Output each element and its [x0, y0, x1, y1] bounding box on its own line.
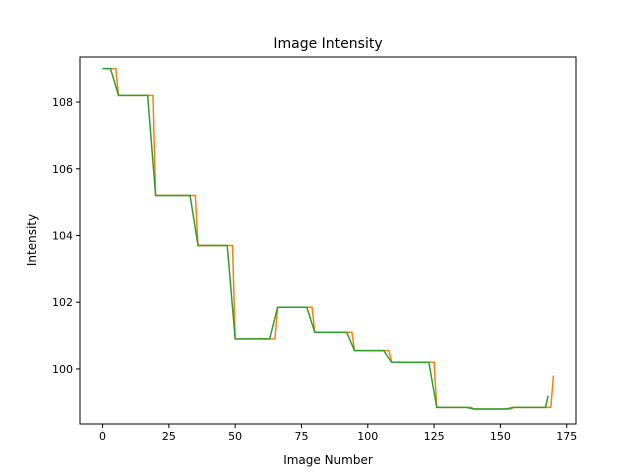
x-tick-label: 50 — [228, 430, 242, 443]
y-axis-label: Intensity — [25, 214, 39, 266]
x-tick-label: 75 — [294, 430, 308, 443]
plot-area — [79, 56, 577, 425]
chart-title: Image Intensity — [273, 36, 382, 52]
x-tick-label: 0 — [99, 430, 106, 443]
x-tick-label: 175 — [556, 430, 577, 443]
plot-background — [80, 57, 576, 424]
y-axis: 100 102 104 106 108 — [52, 96, 80, 376]
x-tick-label: 100 — [357, 430, 378, 443]
y-tick-label: 106 — [52, 163, 73, 176]
plot-frame — [79, 56, 577, 425]
y-tick-label: 100 — [52, 363, 73, 376]
x-axis-label: Image Number — [283, 453, 373, 467]
series-layer — [102, 67, 555, 410]
x-tick-label: 25 — [162, 430, 176, 443]
x-tick-label: 150 — [490, 430, 511, 443]
x-axis: 0 25 50 75 100 125 150 175 — [99, 424, 577, 443]
x-tick-label: 125 — [424, 430, 445, 443]
series-line-2 — [102, 67, 549, 410]
y-tick-label: 108 — [52, 96, 73, 109]
y-tick-label: 102 — [52, 296, 73, 309]
y-tick-label: 104 — [52, 229, 73, 242]
